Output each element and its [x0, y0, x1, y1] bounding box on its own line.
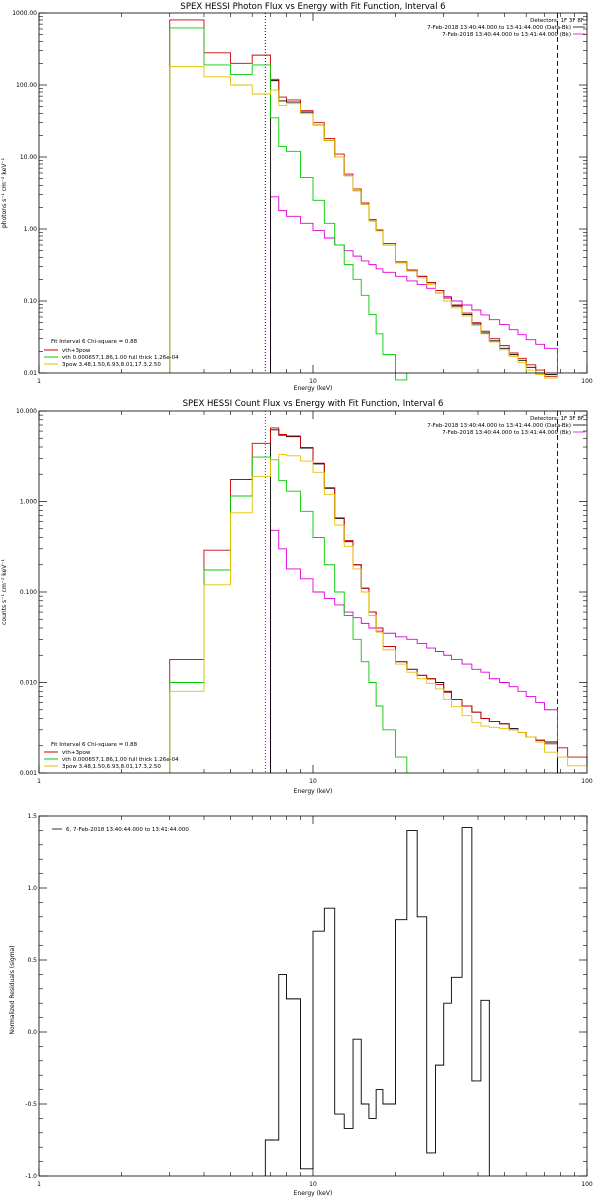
- photon-series-vth-0-000657-1-86-1-00-f: [169, 27, 408, 381]
- residuals-legend: 6, 7-Feb-2018 13:40:44.000 to 13:41:44.0…: [66, 827, 189, 833]
- count-series-vth-0-000657-1-86-1-00-f: [169, 456, 408, 773]
- residuals-ytick-label: 1.0: [27, 885, 37, 892]
- photon-xlabel: Energy (keV): [294, 385, 333, 392]
- residuals-xtick-label: 10: [309, 1181, 317, 1188]
- count-detectors-info: Detectors: 1F 3F 8F: [530, 416, 584, 422]
- count-ylabel: counts s⁻¹ cm⁻² keV⁻¹: [1, 559, 8, 625]
- residuals-panel: Energy (keV) Normalized Residuals (sigma…: [9, 813, 593, 1197]
- photon-flux-panel: SPEX HESSI Photon Flux vs Energy with Fi…: [1, 2, 593, 392]
- photon-fit-text: Fit Interval 6 Chi-square = 0.88: [51, 339, 138, 345]
- photon-legend-3pow: 3pow 3.48,1.50,6.93,8.01,17.3,2.50: [62, 362, 161, 368]
- photon-xtick-label: 10: [309, 378, 317, 385]
- residuals-ytick-label: 1.5: [27, 813, 37, 820]
- photon-xtick-label: 100: [581, 378, 593, 385]
- count-ytick-label: 0.010: [20, 680, 37, 687]
- count-legend-vth: vth 0.000657,1.86,1.00 full thick 1.26e-…: [62, 757, 179, 763]
- count-xlabel: Energy (keV): [294, 788, 333, 795]
- count-title: SPEX HESSI Count Flux vs Energy with Fit…: [183, 399, 444, 409]
- count-databk-info: 7-Feb-2018 13:40:44.000 to 13:41:44.000 …: [427, 423, 571, 429]
- photon-plot-frame: [38, 12, 588, 374]
- residuals-ytick-label: 0.0: [27, 1029, 37, 1036]
- residuals-ytick-label: 0.5: [27, 957, 37, 964]
- count-ytick-label: 0.100: [20, 589, 37, 596]
- photon-series-3pow-3-48-1-50-6-93-8-01: [169, 66, 558, 379]
- photon-ytick-label: 1000.00: [12, 10, 37, 17]
- count-fit-text: Fit Interval 6 Chi-square = 0.88: [51, 742, 138, 748]
- count-ytick-label: 0.001: [20, 770, 37, 777]
- photon-ytick-label: 1.00: [24, 226, 38, 233]
- count-xtick-label: 10: [309, 778, 317, 785]
- count-flux-panel: SPEX HESSI Count Flux vs Energy with Fit…: [1, 399, 593, 795]
- photon-ylabel: photons s⁻¹ cm⁻² keV⁻¹: [1, 157, 8, 228]
- photon-bk-info: 7-Feb-2018 13:40:44.000 to 13:41:44.000 …: [442, 32, 571, 38]
- residuals-xlabel: Energy (keV): [294, 1190, 333, 1197]
- residuals-xtick-label: 100: [581, 1181, 593, 1188]
- photon-ytick-label: 0.10: [24, 298, 38, 305]
- photon-legend-total: vth+3pow: [62, 348, 91, 354]
- count-xtick-label: 100: [581, 778, 593, 785]
- photon-ytick-label: 100.00: [16, 82, 37, 89]
- residuals-plot-frame: [38, 815, 588, 1177]
- count-series-data-bk: [270, 429, 558, 773]
- count-series-3pow-3-48-1-50-6-93-8-01: [169, 454, 588, 773]
- photon-title: SPEX HESSI Photon Flux vs Energy with Fi…: [180, 2, 445, 12]
- count-ytick-label: 1.000: [20, 499, 37, 506]
- residuals-ytick-label: -0.5: [25, 1101, 37, 1108]
- count-legend-total: vth+3pow: [62, 750, 91, 756]
- photon-series-bk: [270, 196, 558, 373]
- photon-databk-info: 7-Feb-2018 13:40:44.000 to 13:41:44.000 …: [427, 25, 571, 31]
- residuals-series-residual: [264, 827, 490, 1176]
- count-ytick-label: 10.000: [16, 408, 37, 415]
- photon-ytick-label: 0.01: [24, 370, 38, 377]
- photon-ytick-label: 10.00: [20, 154, 37, 161]
- residuals-xtick-label: 1: [37, 1181, 41, 1188]
- photon-legend-vth: vth 0.000657,1.86,1.00 full thick 1.26e-…: [62, 355, 179, 361]
- count-legend-3pow: 3pow 3.48,1.50,6.93,8.01,17.3,2.50: [62, 764, 161, 770]
- count-series-bk: [270, 529, 558, 773]
- residuals-ylabel: Normalized Residuals (sigma): [9, 945, 16, 1034]
- count-xtick-label: 1: [37, 778, 41, 785]
- count-plot-frame: [38, 410, 588, 774]
- photon-detectors-info: Detectors: 1F 3F 8F: [530, 18, 584, 24]
- photon-xtick-label: 1: [37, 378, 41, 385]
- residuals-ytick-label: -1.0: [25, 1173, 37, 1180]
- count-series-vth-3pow: [169, 427, 588, 773]
- count-bk-info: 7-Feb-2018 13:40:44.000 to 13:41:44.000 …: [442, 430, 571, 436]
